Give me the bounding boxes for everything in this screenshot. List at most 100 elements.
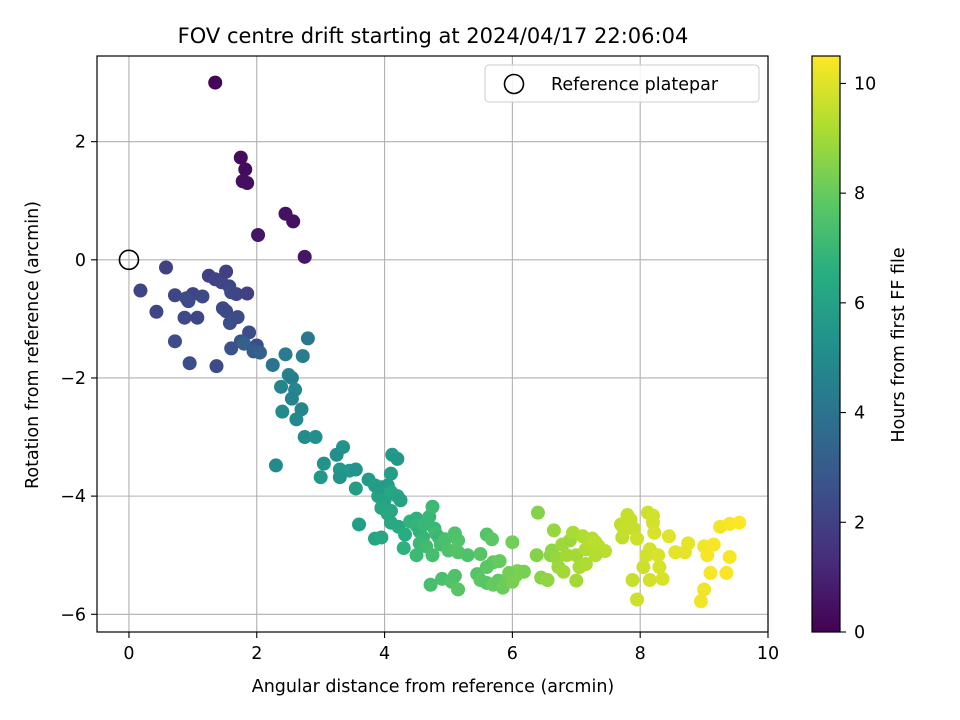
data-point: [722, 549, 737, 564]
data-point: [190, 310, 205, 325]
data-point: [530, 505, 545, 520]
data-point: [697, 582, 712, 597]
data-point: [425, 499, 440, 514]
data-point: [642, 573, 657, 588]
data-point: [492, 554, 507, 569]
colorbar: 0 2 4 6 8 10 Hours from first FF file: [811, 55, 909, 643]
chart-title: FOV centre drift starting at 2024/04/17 …: [178, 24, 689, 48]
data-point: [706, 537, 721, 552]
data-point: [209, 359, 224, 374]
colorbar-tick-label: 6: [854, 294, 865, 314]
data-point: [268, 458, 283, 473]
data-point: [274, 379, 289, 394]
data-point: [629, 592, 644, 607]
data-point: [546, 523, 561, 538]
data-point: [661, 529, 676, 544]
data-point: [182, 356, 197, 371]
data-point: [668, 545, 683, 560]
data-point: [398, 527, 413, 542]
data-point: [479, 560, 494, 575]
data-point: [625, 573, 640, 588]
data-point: [569, 573, 584, 588]
data-point: [300, 331, 315, 346]
data-point: [473, 547, 488, 562]
data-point: [284, 370, 299, 385]
data-point: [352, 517, 367, 532]
x-tick-label: 2: [251, 644, 262, 664]
data-point: [390, 451, 405, 466]
x-tick-label: 10: [757, 644, 779, 664]
data-point: [229, 287, 244, 302]
data-point: [286, 214, 301, 229]
data-point: [505, 574, 520, 589]
data-point: [167, 288, 182, 303]
data-point: [374, 530, 389, 545]
data-point: [700, 548, 715, 563]
data-point: [409, 548, 424, 563]
data-point: [297, 430, 312, 445]
data-point: [693, 594, 708, 609]
data-point: [289, 412, 304, 427]
legend-marker: [503, 73, 525, 95]
data-point: [181, 294, 196, 309]
y-axis-ticks: −6 −4 −2 0 2: [60, 133, 97, 625]
data-point: [265, 357, 280, 372]
x-tick-label: 6: [507, 644, 518, 664]
data-point: [348, 481, 363, 496]
data-point: [578, 557, 593, 572]
data-point: [652, 560, 667, 575]
data-point: [251, 228, 266, 243]
data-point: [348, 462, 363, 477]
data-point: [396, 541, 411, 556]
legend-box: [484, 64, 760, 103]
data-point: [647, 525, 662, 540]
data-point: [236, 336, 251, 351]
data-point: [505, 535, 520, 550]
x-axis-ticks: 0 2 4 6 8 10: [123, 632, 779, 664]
data-point: [556, 564, 571, 579]
data-point: [278, 347, 293, 362]
data-point: [224, 341, 239, 356]
data-point: [238, 162, 253, 177]
data-point: [242, 325, 257, 340]
data-point: [219, 264, 234, 279]
data-point: [588, 548, 603, 563]
data-point: [295, 349, 310, 364]
data-point: [275, 404, 290, 419]
data-point: [529, 548, 544, 563]
data-point: [540, 573, 555, 588]
x-tick-label: 0: [123, 644, 134, 664]
data-point: [208, 75, 223, 90]
x-tick-label: 4: [379, 644, 390, 664]
data-point: [651, 548, 666, 563]
data-point: [219, 304, 234, 319]
colorbar-tick-label: 2: [854, 513, 865, 533]
x-tick-label: 8: [635, 644, 646, 664]
y-tick-label: −6: [60, 605, 86, 625]
data-point: [451, 582, 466, 597]
colorbar-gradient: [811, 55, 841, 633]
data-point: [681, 536, 696, 551]
data-point: [393, 493, 408, 508]
legend-entry-label: Reference platepar: [551, 75, 719, 95]
data-point: [316, 456, 331, 471]
data-point: [516, 564, 531, 579]
data-point: [655, 571, 670, 586]
data-point: [313, 470, 328, 485]
data-point: [425, 548, 440, 563]
data-point: [177, 310, 192, 325]
data-point: [195, 289, 210, 304]
data-point: [719, 565, 734, 580]
data-point: [703, 565, 718, 580]
reference-marker: [118, 249, 140, 271]
data-point: [629, 531, 644, 546]
data-point: [233, 150, 248, 165]
data-point: [284, 391, 299, 406]
data-point: [447, 526, 462, 541]
y-tick-label: −2: [60, 369, 86, 389]
plot-frame: [96, 55, 769, 633]
y-tick-label: 0: [75, 251, 86, 271]
data-point: [447, 568, 462, 583]
data-point: [636, 560, 651, 575]
legend: Reference platepar: [484, 64, 760, 103]
